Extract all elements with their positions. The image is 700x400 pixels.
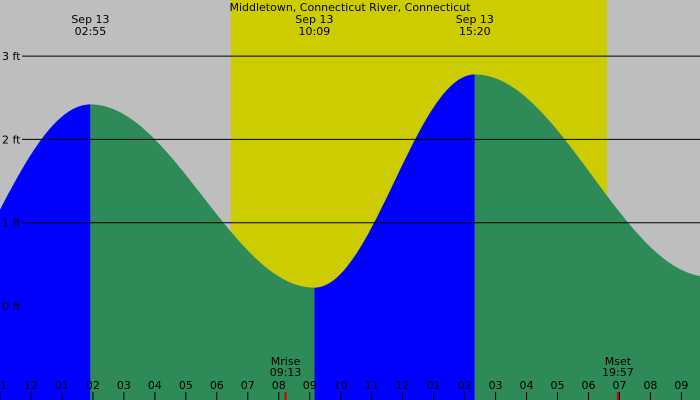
extreme-time-label: 02:55 xyxy=(75,25,107,38)
x-tick-label: 10 xyxy=(334,379,348,392)
x-tick-label: 05 xyxy=(179,379,193,392)
chart-title: Middletown, Connecticut River, Connectic… xyxy=(229,1,471,14)
x-tick-label: 07 xyxy=(612,379,626,392)
x-tick-label: 01 xyxy=(427,379,441,392)
x-tick-label: 08 xyxy=(643,379,657,392)
moon-event-time: 09:13 xyxy=(270,366,302,379)
x-tick-label: 11 xyxy=(365,379,379,392)
x-tick-label: 09 xyxy=(303,379,317,392)
x-tick-label: 03 xyxy=(489,379,503,392)
x-tick-label: 11 xyxy=(0,379,7,392)
x-tick-label: 07 xyxy=(241,379,255,392)
y-tick-label: 3 ft xyxy=(2,50,21,63)
y-tick-label: 0 ft xyxy=(2,300,21,313)
y-tick-label: 2 ft xyxy=(2,133,21,146)
extreme-time-label: 10:09 xyxy=(299,25,331,38)
x-tick-label: 08 xyxy=(272,379,286,392)
moon-event-label: Mset xyxy=(605,355,632,368)
extreme-date-label: Sep 13 xyxy=(71,13,109,26)
extreme-date-label: Sep 13 xyxy=(295,13,333,26)
x-tick-label: 12 xyxy=(396,379,410,392)
x-tick-label: 06 xyxy=(581,379,595,392)
x-tick-label: 03 xyxy=(117,379,131,392)
falling-tide-area xyxy=(474,74,700,400)
moon-event-label: Mrise xyxy=(271,355,301,368)
x-tick-label: 02 xyxy=(86,379,100,392)
extreme-time-label: 15:20 xyxy=(459,25,491,38)
x-tick-label: 04 xyxy=(148,379,162,392)
rising-tide-area xyxy=(314,74,475,400)
rising-tide-area xyxy=(0,104,91,400)
falling-tide-area xyxy=(90,104,315,400)
y-tick-label: 1 ft xyxy=(2,217,21,230)
x-tick-label: 06 xyxy=(210,379,224,392)
x-tick-label: 05 xyxy=(551,379,565,392)
x-tick-label: 02 xyxy=(458,379,472,392)
x-tick-label: 04 xyxy=(520,379,534,392)
x-tick-label: 12 xyxy=(24,379,38,392)
x-tick-label: 01 xyxy=(55,379,69,392)
extreme-date-label: Sep 13 xyxy=(456,13,494,26)
x-tick-label: 09 xyxy=(674,379,688,392)
moon-event-time: 19:57 xyxy=(602,366,634,379)
